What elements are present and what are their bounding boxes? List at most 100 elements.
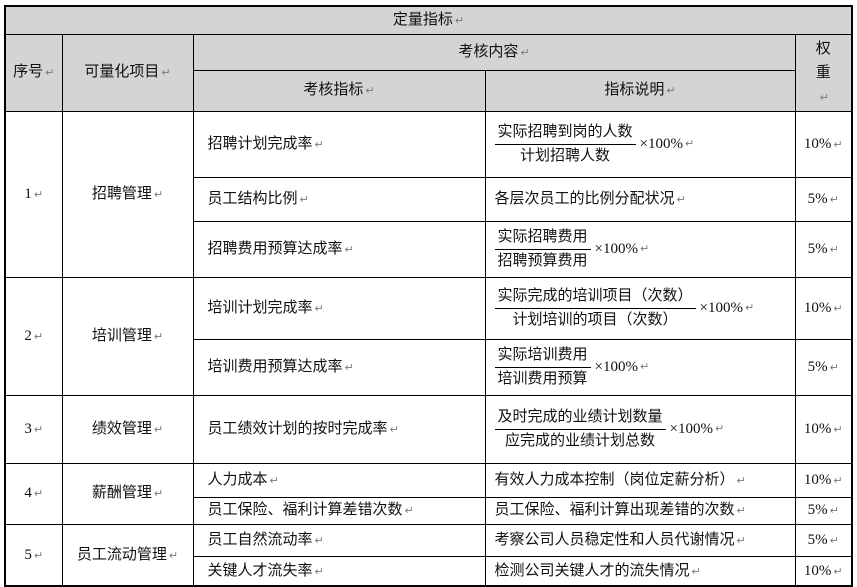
row-project: 薪酬管理 ↵ bbox=[61, 462, 194, 525]
paragraph-mark: ↵ bbox=[153, 187, 164, 201]
row-project: 员工流动管理 ↵ bbox=[61, 523, 194, 587]
row-no: 1 ↵ bbox=[4, 110, 63, 278]
fraction-numerator: 实际招聘到岗的人数 bbox=[494, 122, 636, 145]
paragraph-mark: ↵ bbox=[314, 564, 324, 578]
table-title-cell: 定量指标 ↵ bbox=[4, 5, 853, 35]
paragraph-mark: ↵ bbox=[684, 136, 695, 150]
indicator-cell: 员工结构比例 ↵ bbox=[192, 176, 486, 222]
paragraph-mark: ↵ bbox=[520, 45, 530, 59]
weight-cell: 5% ↵ bbox=[794, 338, 853, 396]
desc-cell: 实际招聘到岗的人数 计划招聘人数 ×100% ↵ bbox=[484, 110, 796, 178]
indicator-cell: 培训费用预算达成率 ↵ bbox=[192, 338, 486, 396]
paragraph-mark: ↵ bbox=[833, 137, 843, 151]
paragraph-mark: ↵ bbox=[833, 301, 843, 315]
formula: 实际招聘费用 招聘预算费用 ×100% ↵ bbox=[494, 227, 789, 271]
desc-cell: 有效人力成本控制（岗位定薪分析） ↵ bbox=[484, 462, 796, 498]
table-row: 序号 ↵ 可量化项目 ↵ 考核内容 ↵ 权重↵ bbox=[4, 33, 853, 112]
header-weight: 权重↵ bbox=[794, 33, 853, 112]
header-desc: 指标说明 ↵ bbox=[484, 69, 796, 112]
row-project: 培训管理 ↵ bbox=[61, 276, 194, 396]
paragraph-mark: ↵ bbox=[314, 533, 324, 547]
paragraph-mark: ↵ bbox=[691, 564, 701, 578]
paragraph-mark: ↵ bbox=[314, 137, 324, 151]
row-project: 招聘管理 ↵ bbox=[61, 110, 194, 278]
paragraph-mark: ↵ bbox=[833, 564, 843, 578]
paragraph-mark: ↵ bbox=[736, 533, 746, 547]
desc-cell: 检测公司关键人才的流失情况 ↵ bbox=[484, 555, 796, 587]
fraction-denominator: 计划招聘人数 bbox=[520, 147, 611, 164]
paragraph-mark: ↵ bbox=[676, 192, 686, 206]
table-row: 1 ↵ 招聘管理 ↵ 招聘计划完成率 ↵ 实际招聘到岗的人数 计划招聘人数 ×100% … bbox=[4, 110, 853, 278]
formula: 实际招聘到岗的人数 计划招聘人数 ×100% ↵ bbox=[494, 122, 789, 166]
table-row: 3 ↵ 绩效管理 ↵ 员工绩效计划的按时完成率 ↵ 及时完成的业绩计划数量 应完成的业绩… bbox=[4, 394, 853, 464]
paragraph-mark: ↵ bbox=[33, 187, 44, 201]
table-row: 员工结构比例 ↵ 各层次员工的比例分配状况 ↵ 5% ↵ bbox=[5, 176, 853, 222]
paragraph-mark: ↵ bbox=[45, 66, 55, 80]
paragraph-mark: ↵ bbox=[833, 422, 843, 436]
desc-cell: 考察公司人员稳定性和人员代谢情况 ↵ bbox=[484, 523, 796, 557]
desc-cell: 实际招聘费用 招聘预算费用 ×100% ↵ bbox=[484, 220, 796, 278]
indicator-cell: 培训计划完成率 ↵ bbox=[192, 276, 486, 340]
paragraph-mark: ↵ bbox=[33, 548, 44, 562]
paragraph-mark: ↵ bbox=[454, 14, 465, 28]
weight-cell: 10% ↵ bbox=[794, 462, 853, 498]
fraction-numerator: 实际培训费用 bbox=[494, 345, 591, 368]
header-project: 可量化项目 ↵ bbox=[61, 33, 194, 112]
table-title: 定量指标 bbox=[392, 12, 453, 29]
fraction-denominator: 招聘预算费用 bbox=[497, 252, 588, 269]
paragraph-mark: ↵ bbox=[299, 192, 309, 206]
formula: 及时完成的业绩计划数量 应完成的业绩计划总数 ×100% ↵ bbox=[494, 407, 789, 451]
weight-cell: 10% ↵ bbox=[794, 110, 853, 178]
table-row: 考核指标 ↵ 指标说明 ↵ bbox=[5, 69, 852, 112]
paragraph-mark: ↵ bbox=[666, 84, 676, 98]
desc-cell: 及时完成的业绩计划数量 应完成的业绩计划总数 ×100% ↵ bbox=[484, 394, 796, 464]
paragraph-mark: ↵ bbox=[344, 360, 354, 374]
paragraph-mark: ↵ bbox=[269, 473, 279, 487]
paragraph-mark: ↵ bbox=[829, 360, 839, 374]
fraction-denominator: 计划培训的项目（次数） bbox=[512, 311, 678, 328]
indicator-cell: 员工绩效计划的按时完成率 ↵ bbox=[192, 394, 486, 464]
table-row: 4 ↵ 薪酬管理 ↵ 人力成本 ↵ 有效人力成本控制（岗位定薪分析） ↵ 10% ↵ bbox=[4, 462, 853, 525]
fraction-numerator: 实际完成的培训项目（次数） bbox=[494, 286, 696, 309]
paragraph-mark: ↵ bbox=[744, 300, 755, 314]
paragraph-mark: ↵ bbox=[404, 504, 414, 518]
table-row: 关键人才流失率 ↵ 检测公司关键人才的流失情况 ↵ 10% ↵ bbox=[5, 555, 853, 587]
indicator-cell: 员工保险、福利计算差错次数 ↵ bbox=[192, 496, 486, 525]
formula: 实际培训费用 培训费用预算 ×100% ↵ bbox=[494, 345, 789, 389]
formula-suffix: ×100% bbox=[669, 420, 713, 437]
paragraph-mark: ↵ bbox=[314, 301, 324, 315]
paragraph-mark: ↵ bbox=[833, 473, 843, 487]
paragraph-mark: ↵ bbox=[33, 329, 44, 343]
table-row: 5 ↵ 员工流动管理 ↵ 员工自然流动率 ↵ 考察公司人员稳定性和人员代谢情况 ↵ 5%… bbox=[4, 523, 853, 587]
formula-suffix: ×100% bbox=[699, 299, 743, 316]
paragraph-mark: ↵ bbox=[736, 504, 746, 518]
paragraph-mark: ↵ bbox=[639, 359, 650, 373]
weight-cell: 5% ↵ bbox=[794, 176, 853, 222]
paragraph-mark: ↵ bbox=[161, 66, 171, 80]
desc-cell: 各层次员工的比例分配状况 ↵ bbox=[484, 176, 796, 222]
row-no: 2 ↵ bbox=[4, 276, 63, 396]
header-indicator: 考核指标 ↵ bbox=[192, 69, 486, 112]
formula-suffix: ×100% bbox=[594, 240, 638, 257]
fraction-numerator: 及时完成的业绩计划数量 bbox=[494, 407, 666, 430]
weight-cell: 5% ↵ bbox=[794, 496, 853, 525]
paragraph-mark: ↵ bbox=[829, 192, 839, 206]
weight-cell: 5% ↵ bbox=[794, 220, 853, 278]
paragraph-mark: ↵ bbox=[33, 422, 44, 436]
row-no: 5 ↵ bbox=[4, 523, 63, 587]
paragraph-mark: ↵ bbox=[829, 504, 839, 518]
formula: 实际完成的培训项目（次数） 计划培训的项目（次数） ×100% ↵ bbox=[494, 286, 789, 330]
weight-cell: 5% ↵ bbox=[794, 523, 853, 557]
table-row: 培训费用预算达成率 ↵ 实际培训费用 培训费用预算 ×100% ↵ 5% ↵ bbox=[5, 338, 853, 396]
desc-cell: 员工保险、福利计算出现差错的次数 ↵ bbox=[484, 496, 796, 525]
paragraph-mark: ↵ bbox=[389, 422, 399, 436]
formula-suffix: ×100% bbox=[594, 358, 638, 375]
row-no: 3 ↵ bbox=[4, 394, 63, 464]
paragraph-mark: ↵ bbox=[639, 241, 650, 255]
header-content: 考核内容 ↵ bbox=[192, 33, 796, 71]
paragraph-mark: ↵ bbox=[819, 90, 829, 104]
paragraph-mark: ↵ bbox=[714, 421, 725, 435]
row-no: 4 ↵ bbox=[4, 462, 63, 525]
indicator-cell: 招聘计划完成率 ↵ bbox=[192, 110, 486, 178]
desc-cell: 实际培训费用 培训费用预算 ×100% ↵ bbox=[484, 338, 796, 396]
